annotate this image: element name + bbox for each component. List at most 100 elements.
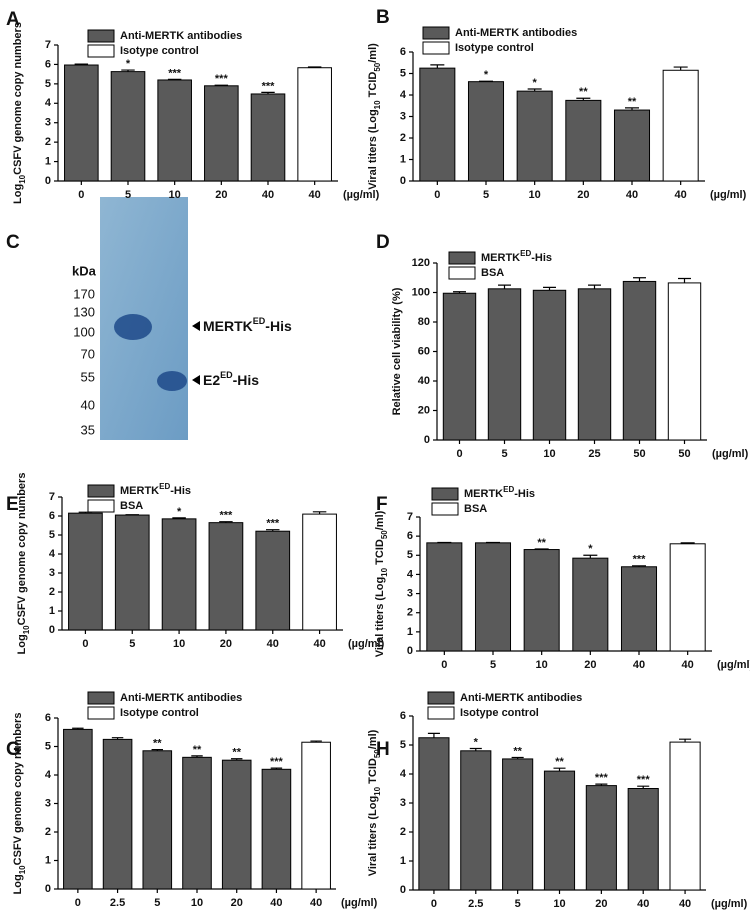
y-tick-label: 5 [49,529,55,541]
bar [64,64,99,182]
significance: *** [266,518,280,530]
bar [487,288,522,441]
y-tick-label: 0 [424,434,430,446]
marker-label: 130 [73,304,95,319]
error-bar [543,286,556,291]
significance: *** [262,80,276,92]
error-bar [172,517,186,519]
y-tick-label: 5 [400,67,406,79]
y-tick-label: 1 [400,153,406,165]
y-tick-label: 6 [45,58,51,70]
y-tick-label: 60 [418,345,430,357]
x-tick-label: 0 [75,897,81,909]
x-tick-label: 5 [501,448,507,460]
marker-label: 70 [81,346,95,361]
x-tick-label: 10 [553,898,565,910]
x-tick-label: 5 [154,897,160,909]
bar [302,513,337,631]
error-bar [595,783,608,786]
y-tick-label: 1 [49,605,55,617]
x-tick-label: 0 [456,448,462,460]
x-tick-label: 20 [231,897,243,909]
bar [161,518,197,631]
x-tick-label: 40 [270,897,282,909]
panel-letter: F [376,494,388,515]
legend-label: Anti-MERTK antibodies [120,692,242,704]
x-tick-label: 40 [310,897,322,909]
y-axis-label: Log10CSFV genome copy numbers [12,22,27,204]
panel-letter: B [376,7,390,28]
y-tick-label: 0 [45,883,51,895]
y-tick-label: 7 [407,511,413,523]
legend-label: BSA [464,503,487,515]
y-tick-label: 6 [400,710,406,722]
legend-label: Anti-MERTK antibodies [455,27,577,39]
bar [102,738,133,890]
legend-swatch [422,41,450,55]
band-label: E2ED-His [203,370,259,387]
bar [532,289,567,441]
significance: ** [193,744,202,756]
legend-label: Isotype control [460,707,539,719]
y-tick-label: 7 [45,39,51,51]
x-tick-label: 50 [633,448,645,460]
y-tick-label: 5 [45,78,51,90]
y-tick-label: 80 [418,316,430,328]
bar [502,758,534,891]
y-tick-label: 3 [400,110,406,122]
legend-swatch [427,691,455,705]
bar [572,557,609,652]
error-bar [633,277,646,282]
bar [442,292,477,441]
bar [114,514,150,631]
legend-swatch [448,266,476,280]
bar [460,750,492,891]
x-tick-label: 20 [584,659,596,671]
y-axis-label: Viral titers (Log10 TCID50/ml) [367,729,382,876]
error-bar [270,767,283,770]
x-tick-label: 40 [679,898,691,910]
x-unit: (µg/ml) [711,898,748,910]
bar [157,79,192,182]
x-tick-label: 40 [267,638,279,650]
marker-label: 40 [81,397,95,412]
significance: ** [232,747,241,759]
x-tick-label: 10 [191,897,203,909]
error-bar [553,767,566,772]
bar [613,109,651,182]
bar [667,282,702,441]
legend-swatch [448,251,476,265]
legend-swatch [87,44,115,58]
significance: * [533,77,538,89]
error-bar [72,727,84,730]
legend-label: Anti-MERTK antibodies [460,692,582,704]
y-tick-label: 0 [400,175,406,187]
error-bar [527,88,542,92]
gel-band [114,314,152,340]
bar [577,288,612,441]
bar [142,750,173,890]
x-tick-label: 5 [490,659,496,671]
legend-swatch [87,29,115,43]
significance: *** [637,774,651,786]
y-axis-label: Viral titers (Log10 TCID50/ml) [367,43,382,190]
legend-swatch [87,706,115,720]
legend-swatch [87,499,115,513]
y-tick-label: 6 [400,46,406,58]
error-bar [214,84,229,86]
y-tick-label: 5 [407,549,413,561]
significance: * [126,58,131,70]
legend-label: Anti-MERTK antibodies [120,30,242,42]
y-tick-label: 7 [49,491,55,503]
significance: *** [595,772,609,784]
legend-label: Isotype control [120,45,199,57]
bar [297,67,332,182]
y-axis-label: Log10CSFV genome copy numbers [16,473,31,655]
bar [627,788,659,891]
bar [565,99,602,182]
y-tick-label: 1 [400,855,406,867]
x-unit: (µg/ml) [717,659,750,671]
y-tick-label: 4 [407,568,414,580]
y-tick-label: 0 [49,624,55,636]
x-tick-label: 10 [173,638,185,650]
